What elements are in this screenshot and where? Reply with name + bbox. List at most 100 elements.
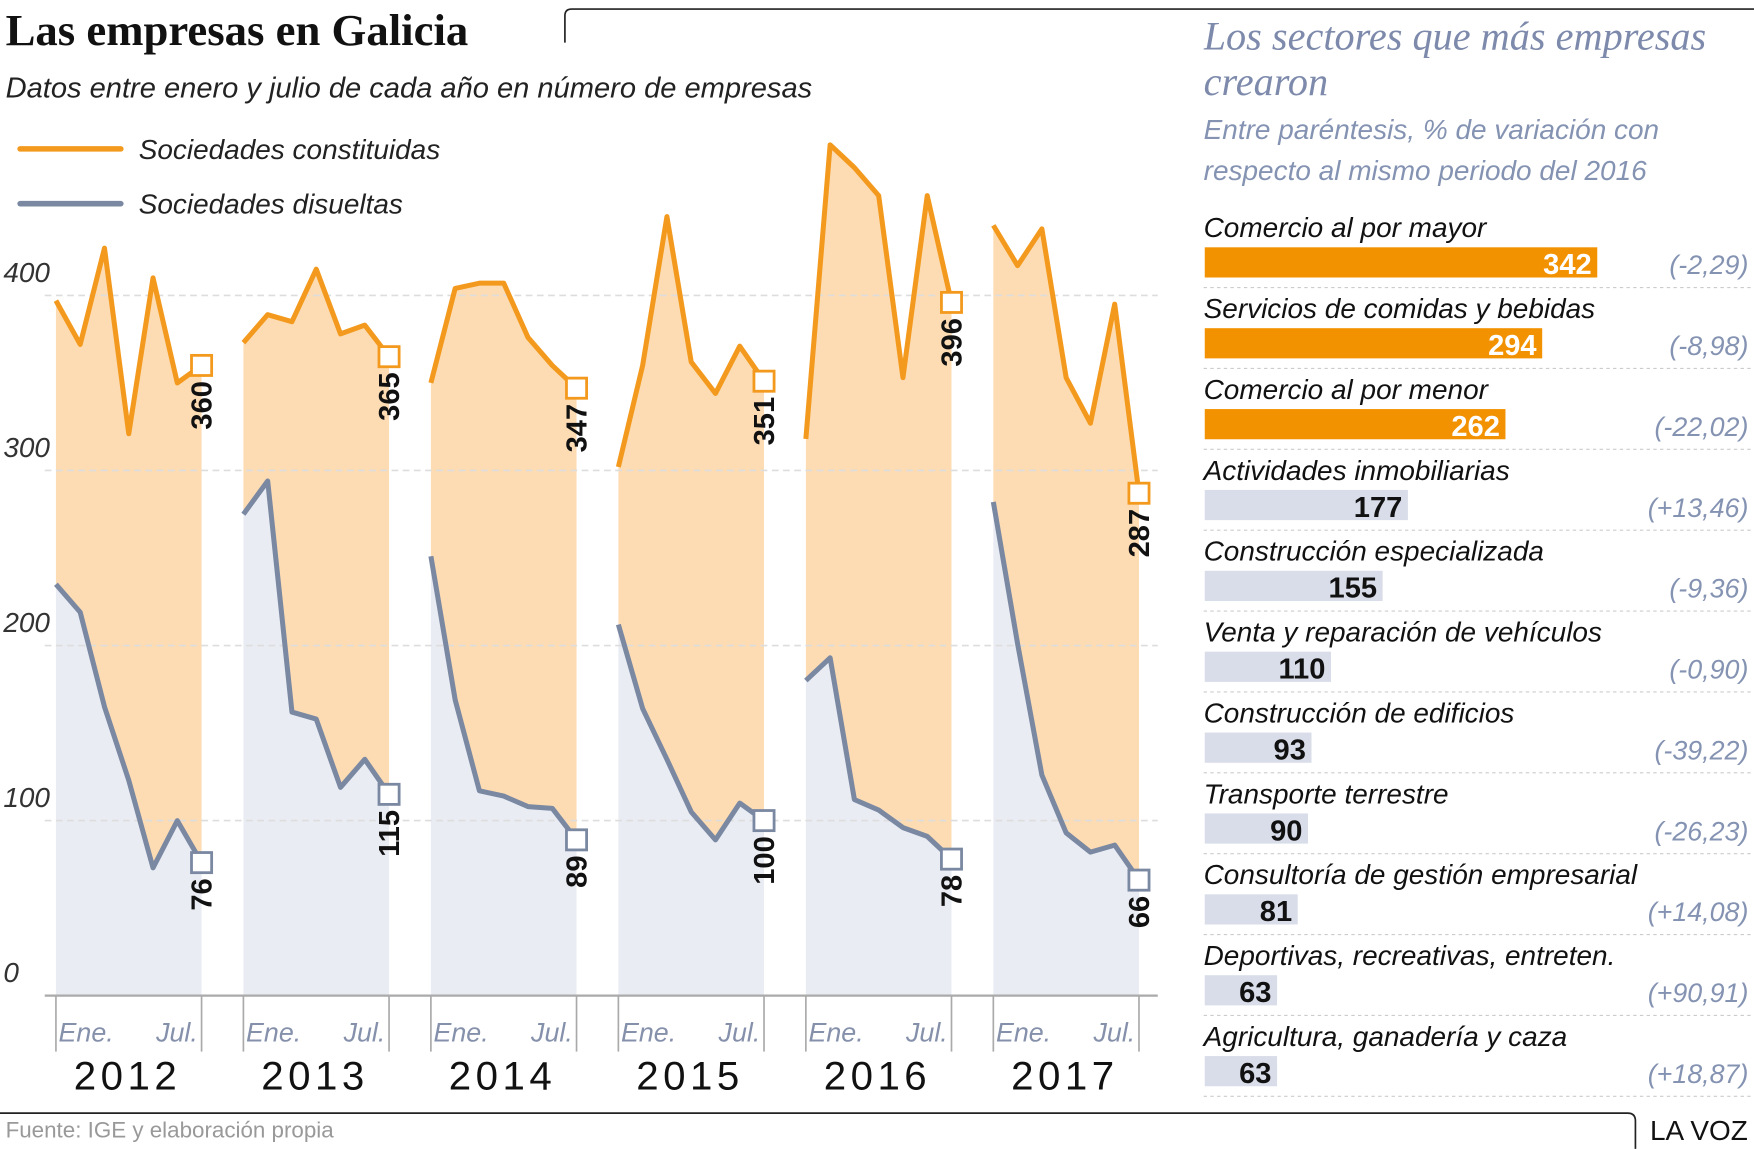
series-line <box>615 623 766 843</box>
bar-value: 110 <box>1278 654 1325 686</box>
end-marker <box>190 851 214 875</box>
bar-note: (+18,87) <box>1648 1059 1749 1089</box>
area-fill <box>430 283 577 840</box>
areas <box>55 144 1139 996</box>
x-tick-label: Jul. <box>905 1018 948 1048</box>
bar-category: Servicios de comidas y bebidas <box>1204 293 1596 324</box>
series-line <box>803 142 954 440</box>
bar-note: (-9,36) <box>1669 574 1748 604</box>
bar <box>1204 409 1506 440</box>
brand: LA VOZ <box>1650 1115 1748 1146</box>
bar-category: Construcción especializada <box>1204 536 1544 567</box>
y-tick-label: 0 <box>3 957 19 988</box>
bar-category: Construcción de edificios <box>1204 697 1515 728</box>
bar-value: 262 <box>1451 411 1500 443</box>
end-label: 100 <box>749 836 781 885</box>
area-fill <box>993 225 1139 881</box>
x-tick-label: Jul. <box>155 1018 198 1048</box>
end-label: 396 <box>937 318 969 367</box>
area-fill <box>55 248 202 868</box>
legend-label: Sociedades disueltas <box>139 189 403 220</box>
bar-subtitle-box: Entre paréntesis, % de variación con res… <box>1203 114 1660 187</box>
panel-label: 2016 <box>824 1054 931 1099</box>
panel-label: 2014 <box>449 1054 556 1099</box>
x-tick-label: Jul. <box>718 1018 761 1048</box>
chart-subtitle: Datos entre enero y julio de cada año en… <box>6 72 813 104</box>
end-label: 360 <box>187 381 219 430</box>
bar-value: 63 <box>1239 1058 1271 1090</box>
y-tick-label: 300 <box>3 432 50 463</box>
end-marker <box>1127 868 1151 892</box>
bar-subtitle: Entre paréntesis, % de variación con res… <box>1203 114 1660 187</box>
area-fill <box>430 556 577 996</box>
area-fill <box>55 584 202 996</box>
bar <box>1204 1056 1278 1087</box>
bar-note: (-26,23) <box>1654 816 1748 846</box>
series-line <box>54 582 204 871</box>
bar <box>1204 732 1312 763</box>
bar-note: (-22,02) <box>1654 412 1748 442</box>
series-line <box>991 224 1142 494</box>
bar-note: (+13,46) <box>1648 493 1749 523</box>
series-line <box>241 266 392 359</box>
area-fill <box>618 624 765 996</box>
end-marker <box>377 782 401 806</box>
bar-title-box: Los sectores que más empresas crearon <box>1203 13 1707 105</box>
bar-category: Comercio al por menor <box>1204 374 1490 405</box>
bar-value: 63 <box>1239 977 1271 1009</box>
panel-label: 2017 <box>1011 1054 1118 1099</box>
bar-value: 90 <box>1270 815 1302 847</box>
bar <box>1204 651 1332 682</box>
x-tick-label: Ene. <box>808 1018 863 1048</box>
lines <box>53 142 1142 882</box>
series-line <box>990 501 1142 882</box>
series-line <box>615 214 767 468</box>
x-tick-label: Ene. <box>996 1018 1051 1048</box>
panel-label: 2012 <box>74 1054 181 1099</box>
grid <box>44 294 1158 997</box>
end-marker <box>377 345 401 369</box>
end-label: 89 <box>562 856 594 888</box>
bar-value: 81 <box>1260 896 1292 928</box>
end-label: 78 <box>937 875 969 907</box>
bar-category: Consultoría de gestión empresarial <box>1204 859 1638 890</box>
area-fill <box>805 144 952 860</box>
bar-category: Comercio al por mayor <box>1204 212 1488 243</box>
bar-value: 155 <box>1329 573 1378 605</box>
bar-note: (+90,91) <box>1648 978 1749 1008</box>
area-fill <box>243 269 390 795</box>
bar-title: Los sectores que más empresas crearon <box>1203 13 1707 105</box>
end-label: 351 <box>749 397 781 446</box>
bar <box>1204 328 1543 359</box>
bar-note: (-2,29) <box>1669 250 1748 280</box>
panel-label: 2015 <box>636 1054 743 1099</box>
x-tick-label: Jul. <box>530 1018 573 1048</box>
bar-value: 294 <box>1488 330 1537 362</box>
bar <box>1204 894 1298 925</box>
bar <box>1204 489 1408 521</box>
bar-note: (-8,98) <box>1669 331 1748 361</box>
y-tick-label: 100 <box>3 782 50 813</box>
panel-label: 2013 <box>261 1054 368 1099</box>
end-marker <box>565 828 589 852</box>
series-line <box>428 280 579 391</box>
x-tick-label: Ene. <box>246 1018 301 1048</box>
bar-value: 93 <box>1274 734 1306 766</box>
bar-value: 342 <box>1543 249 1592 281</box>
chart-title: Las empresas en Galicia <box>6 5 469 55</box>
bar-value: 177 <box>1354 492 1403 524</box>
series-line <box>804 655 954 861</box>
y-tick-label: 200 <box>2 607 50 638</box>
end-label: 365 <box>374 372 406 421</box>
end-label: 66 <box>1124 896 1156 928</box>
end-marker <box>190 353 214 377</box>
bar-category: Agricultura, ganadería y caza <box>1202 1021 1568 1052</box>
end-marker <box>565 376 589 400</box>
end-marker <box>1127 481 1151 505</box>
bar <box>1204 570 1383 602</box>
end-label: 287 <box>1124 509 1156 558</box>
end-marker <box>752 369 776 393</box>
x-tick-label: Jul. <box>343 1018 386 1048</box>
legend-label: Sociedades constituidas <box>139 134 440 165</box>
